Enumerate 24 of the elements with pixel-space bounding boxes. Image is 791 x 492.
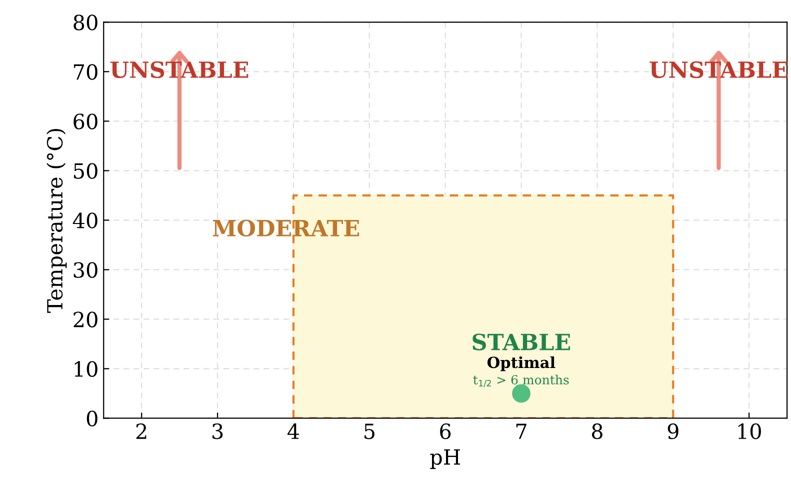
y-tick-label: 40	[72, 212, 98, 228]
y-tick-label: 30	[74, 262, 98, 278]
y-tick-label: 10	[74, 361, 98, 377]
y-tick-label: 80	[74, 14, 98, 30]
y-tick-label: 70	[74, 64, 98, 80]
y-tick-label: 0	[86, 410, 98, 426]
x-tick-label: 7	[516, 424, 526, 439]
x-tick-label: 6	[440, 423, 451, 440]
annotation: t$_{1/2}$ > 6 months	[473, 374, 569, 388]
annotation: STABLE	[472, 334, 570, 350]
x-axis-title: pH	[430, 449, 460, 469]
y-axis-title: Temperature (°C)	[46, 128, 67, 313]
x-tick-label: 5	[364, 424, 374, 440]
x-tick-label: 2	[136, 423, 146, 439]
annotation: Optimal	[487, 356, 556, 372]
x-tick-label: 3	[212, 423, 223, 440]
y-tick-label: 60	[74, 114, 98, 130]
annotation: MODERATE	[212, 220, 360, 237]
y-tick-label: 50	[74, 163, 98, 179]
x-tick-label: 10	[738, 423, 761, 440]
x-tick-label: 4	[287, 423, 300, 439]
x-tick-label: 8	[592, 423, 602, 440]
x-tick-label: 9	[668, 423, 678, 440]
y-tick-label: 20	[74, 312, 98, 328]
